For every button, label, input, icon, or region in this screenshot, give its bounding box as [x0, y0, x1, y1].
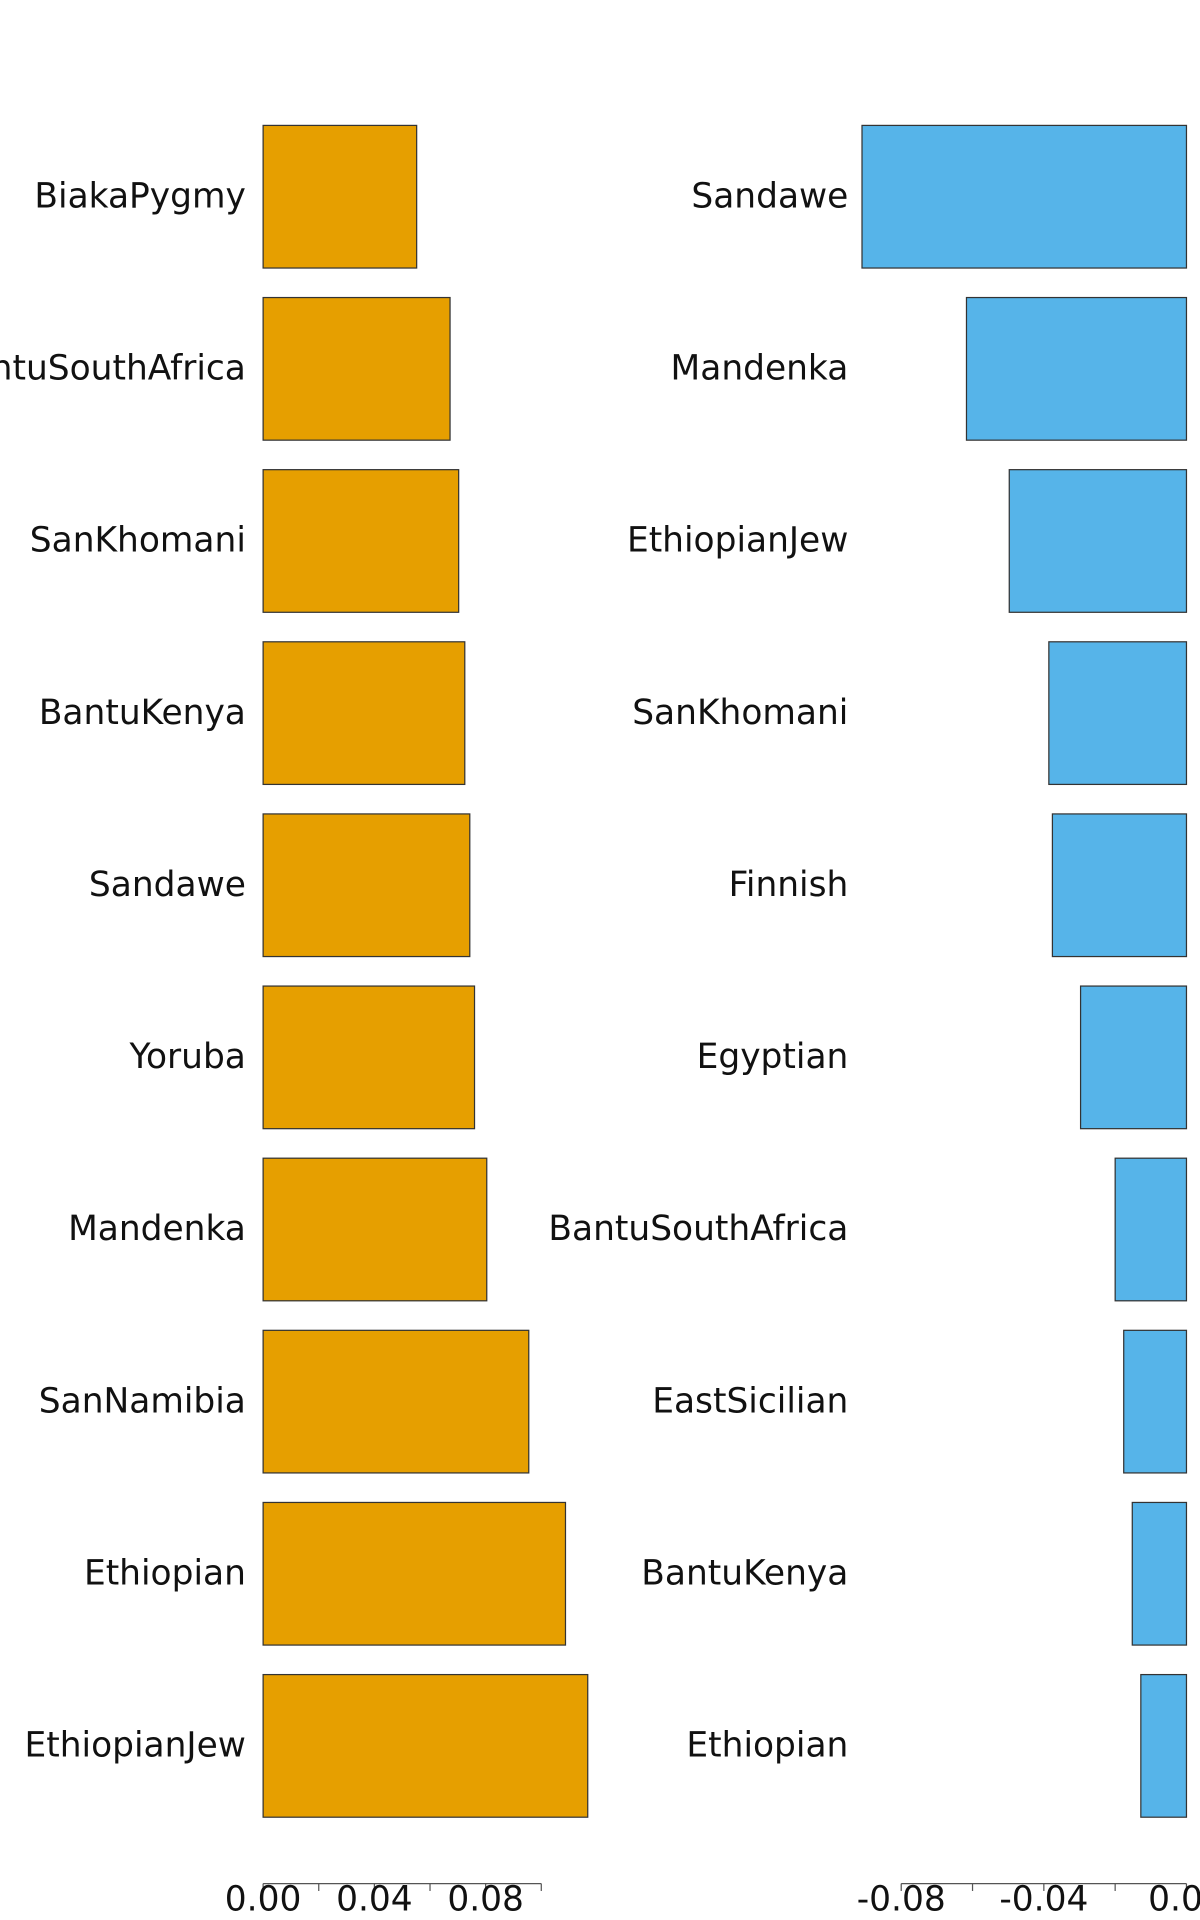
x-tick-label: 0.04 [336, 1879, 413, 1919]
category-label: BantuSouthAfrica [0, 349, 246, 389]
x-tick-label: -0.04 [999, 1879, 1088, 1919]
x-tick-label: 0.00 [1148, 1879, 1200, 1919]
plot-group: BiakaPygmy BantuSouthAfrica SanKhomani Bant… [0, 124, 1200, 1919]
category-label: EastSicilian [652, 1381, 848, 1421]
category-label: Finnish [729, 865, 849, 905]
category-label: Mandenka [671, 349, 849, 389]
bar [262, 641, 466, 786]
category-label: Ethiopian [686, 1726, 848, 1766]
category-label: BantuKenya [641, 1553, 848, 1593]
bar [262, 1673, 589, 1818]
bar [965, 296, 1188, 441]
category-label: Egyptian [697, 1037, 849, 1077]
category-label: Sandawe [691, 176, 848, 216]
category-label: Sandawe [89, 865, 246, 905]
bar [262, 813, 471, 958]
bar [262, 469, 460, 613]
category-label: BantuSouthAfrica [548, 1209, 848, 1249]
bar [1048, 641, 1188, 786]
x-tick-label: -0.08 [857, 1879, 946, 1919]
bar [262, 1501, 567, 1646]
category-label: Mandenka [68, 1209, 246, 1249]
bar [1114, 1157, 1188, 1302]
category-label: SanNamibia [39, 1381, 246, 1421]
bar [861, 124, 1188, 269]
bar [1051, 813, 1188, 958]
bar [262, 1329, 530, 1474]
category-label: EthiopianJew [25, 1726, 246, 1766]
category-label: Ethiopian [84, 1553, 246, 1593]
category-label: Yoruba [129, 1037, 246, 1077]
category-label: SanKhomani [632, 693, 848, 733]
bar [1008, 469, 1188, 613]
bar [1123, 1329, 1188, 1474]
bar [262, 124, 418, 269]
x-tick-label: 0.08 [447, 1879, 524, 1919]
category-label: BantuKenya [39, 693, 246, 733]
bar [262, 1157, 488, 1302]
bar [1079, 985, 1188, 1130]
bar [1131, 1501, 1188, 1646]
bar [262, 296, 451, 441]
category-label: SanKhomani [30, 521, 246, 561]
category-label: BiakaPygmy [34, 176, 245, 216]
x-tick-label: 0.00 [225, 1879, 302, 1919]
bar [262, 985, 476, 1130]
bar [1140, 1673, 1188, 1818]
category-label: EthiopianJew [627, 521, 848, 561]
